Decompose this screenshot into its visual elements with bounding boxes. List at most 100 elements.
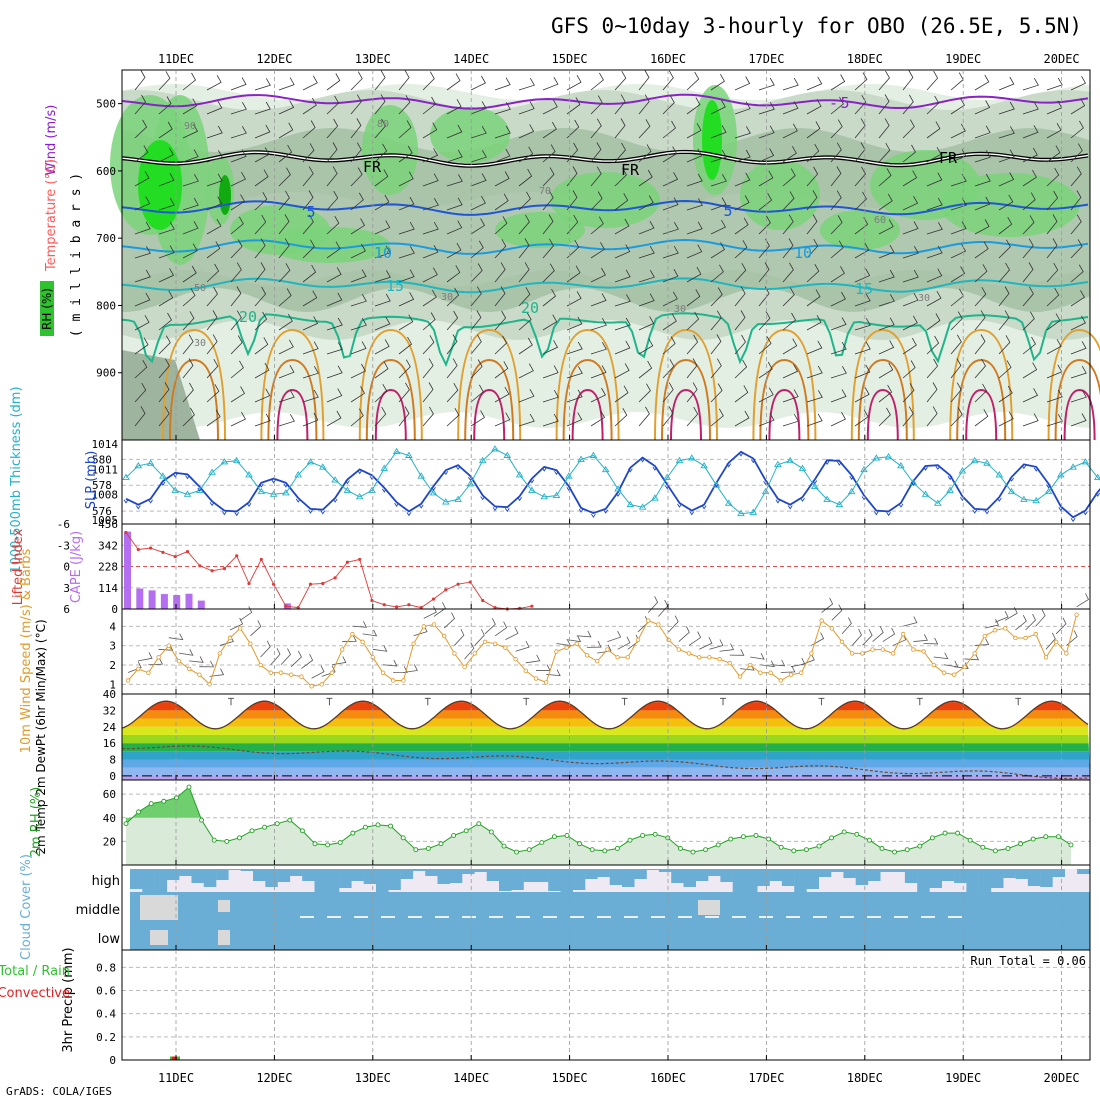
wind-barb bbox=[590, 318, 607, 331]
rh2m-point bbox=[501, 843, 507, 849]
wind-barb bbox=[134, 269, 151, 283]
wind-barb bbox=[830, 190, 842, 211]
wind-barb bbox=[422, 406, 434, 427]
wind-barb-10m bbox=[770, 659, 786, 667]
rh2m-point bbox=[476, 821, 482, 827]
cloud-high-cell bbox=[585, 869, 598, 879]
cloud-mid-low bbox=[130, 892, 1090, 950]
wind-speed-point bbox=[748, 662, 753, 668]
wind-speed-point bbox=[380, 670, 386, 675]
rh2m-point bbox=[677, 846, 683, 851]
cloud-high-cell bbox=[695, 869, 709, 881]
rh2m-point bbox=[274, 821, 280, 827]
slp-point bbox=[787, 505, 793, 510]
rh2m-line bbox=[125, 786, 1072, 853]
thickness-point bbox=[675, 456, 684, 464]
wind-barb bbox=[998, 149, 1015, 163]
thickness-point bbox=[540, 492, 548, 500]
wind-barb bbox=[566, 75, 582, 91]
wind-barb bbox=[158, 406, 170, 427]
wind-barb-10m bbox=[1066, 630, 1078, 646]
wind-barb bbox=[182, 197, 199, 211]
cape-bar bbox=[185, 593, 193, 609]
wind-barb bbox=[398, 269, 415, 283]
wind-barb bbox=[494, 77, 511, 91]
ylabel-wind-10m: 10m Wind Speed (m/s) & Barbs bbox=[19, 548, 34, 753]
rh2m-point bbox=[438, 841, 444, 847]
wind-barb bbox=[254, 124, 271, 139]
wind-barb bbox=[614, 218, 630, 235]
isotherm-warm bbox=[374, 388, 407, 441]
wind-barb bbox=[542, 288, 557, 307]
wind-barb bbox=[566, 142, 579, 163]
wind-barb bbox=[566, 341, 583, 355]
wind-barb bbox=[926, 70, 939, 91]
wind-barb bbox=[254, 169, 269, 187]
slp-point bbox=[1021, 465, 1027, 470]
rh2m-point bbox=[539, 840, 545, 846]
wind-barb bbox=[494, 125, 511, 139]
wind-barb bbox=[1070, 120, 1084, 139]
wind-speed-point bbox=[146, 670, 151, 675]
wind-barb bbox=[326, 216, 340, 235]
wind-barb bbox=[230, 386, 246, 403]
wind-barb bbox=[830, 266, 845, 283]
isotherm-warm bbox=[571, 388, 604, 441]
thickness-point bbox=[368, 486, 376, 493]
y-tick-label: 0 bbox=[109, 1054, 116, 1067]
wind-barb bbox=[734, 217, 749, 235]
wind-barb bbox=[1022, 238, 1034, 259]
wind-barb bbox=[470, 173, 487, 187]
wind-speed-point bbox=[778, 678, 783, 683]
wind-barb-10m bbox=[831, 604, 843, 621]
wind-barb bbox=[470, 150, 487, 163]
wind-barb bbox=[1070, 190, 1082, 211]
wind-barb bbox=[758, 215, 771, 235]
y-tick-label-right: 228 bbox=[98, 561, 118, 574]
slp-point bbox=[308, 509, 313, 514]
slp-point bbox=[714, 483, 719, 488]
wind-barb bbox=[446, 220, 463, 235]
wind-barb bbox=[350, 94, 362, 115]
y-tick-label-right: 1005 bbox=[92, 514, 119, 527]
wind-barb bbox=[374, 220, 391, 235]
wind-barb bbox=[422, 71, 435, 91]
thickness-point bbox=[565, 472, 573, 479]
wind-barb bbox=[566, 190, 578, 211]
wind-barb bbox=[1070, 143, 1083, 163]
wind-barb bbox=[998, 239, 1011, 259]
y-tick-label-left: -6 bbox=[57, 518, 70, 531]
wind-barb bbox=[230, 411, 246, 427]
wind-barb bbox=[422, 173, 439, 187]
wind-barb bbox=[686, 198, 703, 211]
wind-barb bbox=[566, 119, 580, 139]
wind-speed-point bbox=[880, 647, 885, 652]
slp-point bbox=[726, 463, 732, 468]
wind-barb bbox=[998, 101, 1015, 115]
cloud-mid-gap bbox=[948, 916, 962, 918]
wind-barb bbox=[398, 120, 412, 139]
rh-cell bbox=[550, 172, 660, 228]
wind-barb bbox=[614, 167, 628, 187]
wind-speed-point bbox=[707, 655, 712, 660]
wind-barb bbox=[302, 166, 314, 187]
ylabel-temperature-2m: 2m Temp 2m DewPt (6hr Min/Max) (°C) bbox=[34, 619, 48, 854]
wind-barb bbox=[302, 239, 315, 259]
thickness-point bbox=[306, 458, 315, 465]
cloud-high-cell bbox=[904, 869, 918, 883]
wind-barb bbox=[806, 315, 822, 331]
slp-point bbox=[135, 505, 141, 510]
slp-point bbox=[738, 452, 744, 457]
lifted-index-point bbox=[358, 557, 362, 562]
thickness-point bbox=[1093, 473, 1100, 480]
thickness-point bbox=[331, 476, 339, 483]
y-tick-label: 4 bbox=[109, 620, 116, 633]
date-label-bottom: 13DEC bbox=[355, 1071, 391, 1085]
date-label-top: 20DEC bbox=[1044, 52, 1080, 66]
lifted-index-point bbox=[493, 605, 497, 610]
wind-speed-point bbox=[319, 682, 324, 687]
wind-barb bbox=[398, 196, 415, 211]
wind-barb bbox=[854, 268, 871, 283]
wind-barb bbox=[230, 262, 242, 283]
wind-barb bbox=[974, 74, 990, 91]
